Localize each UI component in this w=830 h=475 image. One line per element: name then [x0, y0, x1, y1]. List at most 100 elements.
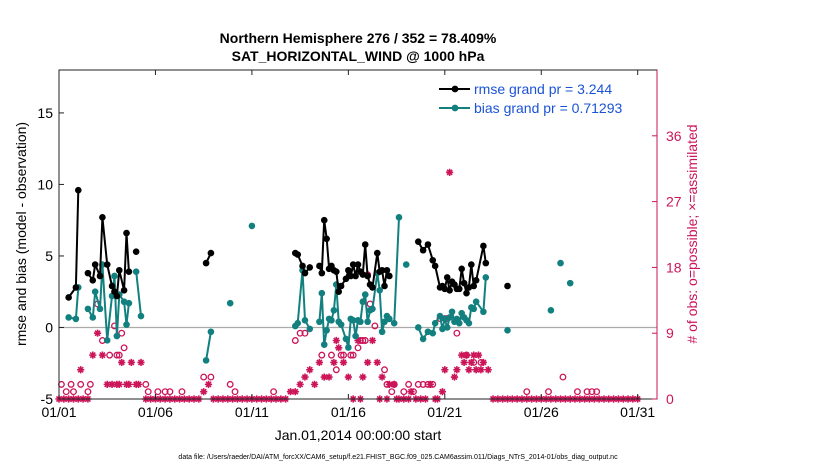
obs-assimilated-marker	[98, 351, 107, 359]
obs-assimilated-marker	[385, 380, 393, 388]
obs-possible-marker	[371, 322, 379, 330]
obs-assimilated-marker	[479, 358, 487, 367]
rmse-point	[132, 248, 140, 255]
bias-point	[361, 291, 369, 298]
x-tick-label: 01/31	[620, 404, 655, 420]
obs-possible-marker	[583, 388, 591, 396]
rmse-point	[378, 266, 386, 274]
rmse-point	[386, 272, 393, 280]
obs-assimilated-marker	[315, 358, 324, 367]
obs-assimilated-marker	[470, 351, 478, 359]
rmse-point	[460, 279, 468, 287]
y-axis-label: rmse and bias (model - observation)	[13, 122, 29, 346]
rmse-point	[349, 261, 357, 268]
obs-possible-marker	[354, 344, 362, 352]
rmse-point	[443, 274, 451, 281]
obs-assimilated-marker	[134, 380, 143, 388]
bias-point	[306, 325, 314, 333]
obs-assimilated-marker	[77, 366, 85, 374]
rmse-point	[455, 285, 463, 293]
obs-possible-marker	[361, 337, 369, 344]
obs-possible-marker	[120, 344, 128, 352]
obs-assimilated-marker	[407, 388, 415, 396]
rmse-point	[361, 241, 369, 248]
bias-point	[414, 324, 422, 331]
obs-assimilated-marker	[484, 366, 492, 374]
rmse-point	[108, 282, 116, 290]
bias-point	[480, 308, 487, 316]
rmse-point	[316, 262, 323, 270]
obs-possible-marker	[291, 337, 299, 344]
obs-possible-marker	[381, 366, 388, 374]
bias-point	[364, 318, 371, 326]
bias-point	[132, 268, 140, 275]
obs-possible-marker	[400, 388, 408, 396]
obs-possible-marker	[545, 388, 552, 396]
bias-point	[226, 299, 234, 307]
rmse-point	[373, 249, 381, 257]
rmse-point	[91, 261, 99, 268]
obs-assimilated-marker	[438, 388, 446, 396]
obs-assimilated-marker	[200, 388, 208, 396]
bias-point	[301, 317, 309, 324]
obs-assimilated-marker	[89, 351, 97, 359]
bias-point	[328, 317, 335, 324]
obs-possible-marker	[523, 388, 531, 396]
bias-point	[207, 328, 215, 336]
y-tick-label: 10	[37, 176, 53, 192]
rmse-point	[337, 282, 345, 290]
rmse-point	[364, 272, 371, 280]
x-tick-label: 01/11	[235, 404, 269, 420]
obs-possible-marker	[453, 329, 461, 337]
rmse-point	[320, 216, 328, 224]
bias-point	[369, 305, 376, 313]
bias-point	[111, 272, 118, 280]
bias-point	[381, 318, 388, 326]
obs-possible-marker	[388, 388, 396, 396]
obs-assimilated-marker	[127, 358, 135, 367]
rmse-point	[424, 241, 432, 248]
bias-point	[72, 315, 80, 323]
obs-assimilated-marker	[364, 358, 372, 367]
obs-possible-marker	[154, 388, 162, 396]
bias-point	[320, 341, 328, 348]
obs-possible-marker	[207, 373, 215, 381]
bias-point	[103, 337, 111, 344]
bias-point	[376, 286, 384, 294]
obs-possible-marker	[405, 380, 413, 388]
obs-possible-marker	[270, 388, 278, 396]
rmse-point	[342, 275, 350, 283]
bias-point	[436, 312, 444, 320]
rmse-point	[299, 262, 306, 270]
bias-point	[91, 288, 99, 296]
bias-line	[205, 331, 212, 361]
x-tick-label: 01/16	[331, 404, 366, 420]
bias-point	[349, 317, 357, 324]
y2-tick-label: 0	[666, 391, 674, 407]
x-tick-label: 01/01	[41, 404, 76, 420]
x-axis-label: Jan.01,2014 00:00:00 start	[275, 427, 442, 443]
bias-point	[566, 279, 574, 287]
bias-point	[352, 332, 359, 340]
bias-point	[402, 261, 410, 268]
bias-point	[84, 305, 92, 313]
rmse-point	[74, 186, 82, 194]
obs-possible-marker	[86, 380, 94, 388]
obs-assimilated-marker	[450, 373, 459, 381]
obs-possible-marker	[332, 366, 340, 374]
bias-point	[386, 315, 393, 323]
bias-point	[345, 344, 352, 351]
rmse-point	[431, 262, 439, 270]
obs-possible-marker	[178, 388, 186, 396]
y-tick-label: -5	[41, 391, 54, 407]
obs-possible-marker	[231, 388, 239, 396]
rmse-point	[504, 282, 511, 290]
obs-possible-marker	[593, 388, 601, 396]
rmse-point	[120, 286, 128, 294]
rmse-point	[369, 284, 376, 291]
bias-point	[448, 308, 456, 316]
obs-possible-marker	[70, 388, 77, 396]
bias-point	[125, 299, 133, 307]
obs-assimilated-marker	[453, 366, 461, 374]
